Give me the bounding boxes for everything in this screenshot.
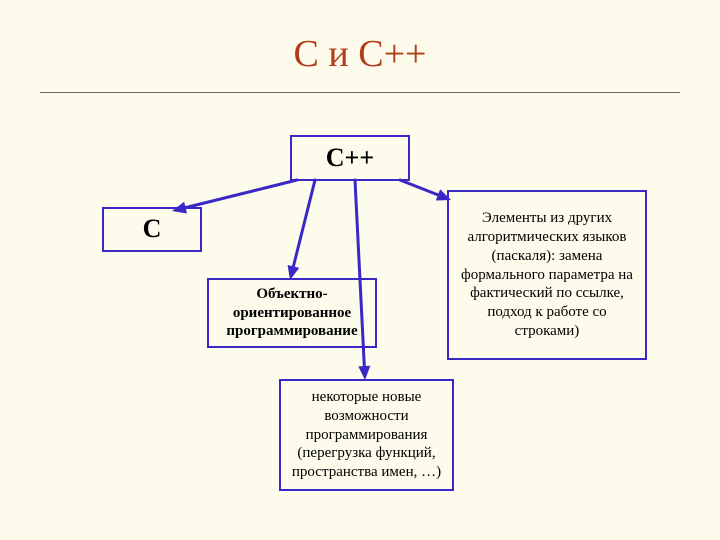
- node-oop-label: Объектно-ориентированное программировани…: [217, 285, 367, 341]
- node-c-label: С: [143, 213, 162, 246]
- node-c: С: [102, 207, 202, 252]
- title-underline: [40, 92, 680, 93]
- node-new-features: некоторые новые возможности программиров…: [279, 379, 454, 491]
- node-elem-label: Элементы из других алгоритмических языко…: [457, 209, 637, 340]
- node-other-languages: Элементы из других алгоритмических языко…: [447, 190, 647, 360]
- node-cpp-label: С++: [326, 142, 374, 175]
- node-new-label: некоторые новые возможности программиров…: [289, 388, 444, 482]
- node-oop: Объектно-ориентированное программировани…: [207, 278, 377, 348]
- page-title: С и С++: [0, 32, 720, 76]
- node-cpp: С++: [290, 135, 410, 181]
